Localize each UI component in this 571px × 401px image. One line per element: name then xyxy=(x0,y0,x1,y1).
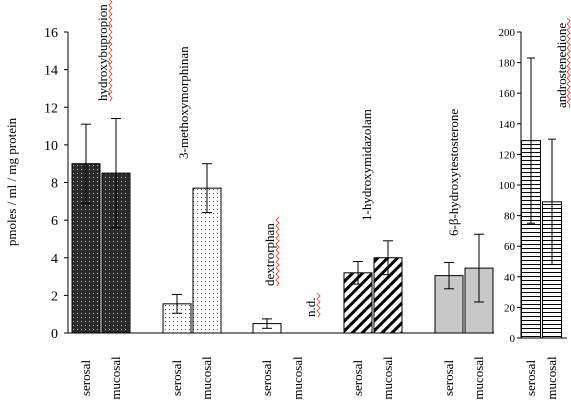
spellcheck-underline xyxy=(108,0,113,102)
not-detected-label: n.d. xyxy=(303,298,318,318)
group-label: 6-β-hydroxytestosterone xyxy=(446,109,461,236)
right-y-tick-label: 200 xyxy=(499,27,516,39)
x-category-label: mucosal xyxy=(471,356,486,400)
left-y-tick-label: 10 xyxy=(44,139,58,154)
x-category-label: mucosal xyxy=(199,356,214,400)
left-y-tick-label: 4 xyxy=(51,252,58,267)
left-y-tick-label: 12 xyxy=(44,101,58,116)
x-category-label: serosal xyxy=(523,360,538,396)
x-category-label: serosal xyxy=(441,360,456,396)
left-y-tick-label: 2 xyxy=(51,289,58,304)
right-y-tick-label: 180 xyxy=(499,58,516,70)
group-label: 1-hydroxymidazolam xyxy=(359,109,374,221)
group-label: dextrorphan xyxy=(262,223,277,286)
right-y-tick-label: 120 xyxy=(499,149,516,161)
x-category-label: mucosal xyxy=(380,356,395,400)
right-y-tick-label: 0 xyxy=(510,333,516,345)
left-y-tick-label: 14 xyxy=(44,64,58,79)
x-category-label: serosal xyxy=(169,360,184,396)
right-y-tick-label: 140 xyxy=(499,119,516,131)
x-category-label: serosal xyxy=(78,360,93,396)
left-y-tick-label: 16 xyxy=(44,26,58,41)
group-label: 3-methoxymorphinan xyxy=(176,46,191,159)
right-y-tick-label: 60 xyxy=(504,241,516,253)
x-category-label: mucosal xyxy=(290,356,305,400)
right-y-tick-label: 80 xyxy=(504,211,516,223)
group-label: hydroxybupropion xyxy=(95,4,110,101)
bar-mucosal xyxy=(192,187,222,334)
right-y-tick-label: 20 xyxy=(504,302,516,314)
right-y-tick-label: 40 xyxy=(504,272,516,284)
x-category-label: mucosal xyxy=(108,356,123,400)
x-category-label: serosal xyxy=(350,360,365,396)
group-label: androstenedione xyxy=(554,23,569,108)
spellcheck-underline xyxy=(275,216,280,287)
y-axis-label: pmoles / ml / mg protein xyxy=(4,117,19,246)
right-y-tick-label: 100 xyxy=(499,180,516,192)
spellcheck-underline xyxy=(566,17,571,109)
x-category-label: mucosal xyxy=(544,356,559,400)
x-category-label: serosal xyxy=(259,360,274,396)
left-y-tick-label: 0 xyxy=(51,327,58,342)
left-y-tick-label: 8 xyxy=(51,177,58,192)
left-y-tick-label: 6 xyxy=(51,214,58,229)
right-y-tick-label: 160 xyxy=(499,88,516,100)
spellcheck-underline xyxy=(316,292,321,318)
